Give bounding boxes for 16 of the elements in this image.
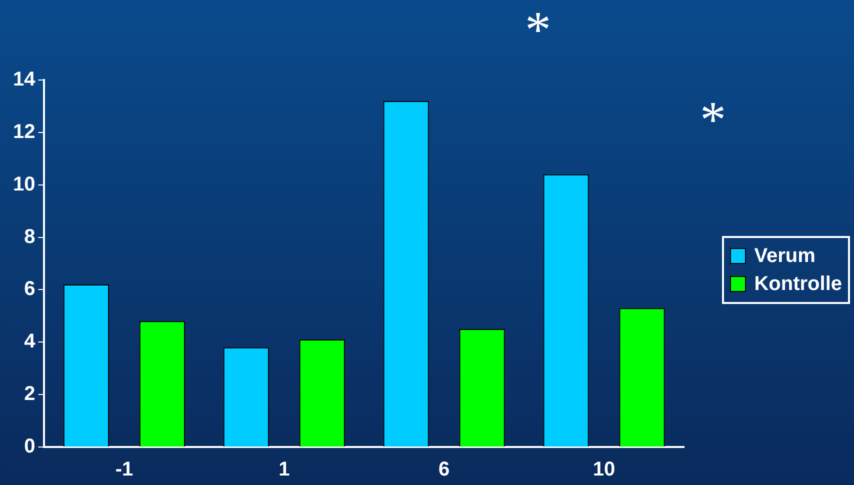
text: * <box>700 92 726 149</box>
y-tick-label: 8 <box>24 226 36 248</box>
x-tick-label: -1 <box>115 458 134 481</box>
x-tick-label: 6 <box>438 458 450 481</box>
y-tick-label: 14 <box>12 68 36 91</box>
y-tick-label: 6 <box>24 278 36 300</box>
y-tick-label: 12 <box>12 120 36 143</box>
y-tick-label: 4 <box>24 330 36 353</box>
x-tick-label: 10 <box>592 458 616 481</box>
text: * <box>525 2 551 59</box>
y-tick-label: 2 <box>24 383 36 406</box>
legend-label: Kontrolle <box>754 272 842 297</box>
y-tick-label: 10 <box>12 173 36 196</box>
x-tick-label: 1 <box>278 458 290 481</box>
y-tick-label: 0 <box>24 436 36 458</box>
text: Verum <box>754 244 816 269</box>
